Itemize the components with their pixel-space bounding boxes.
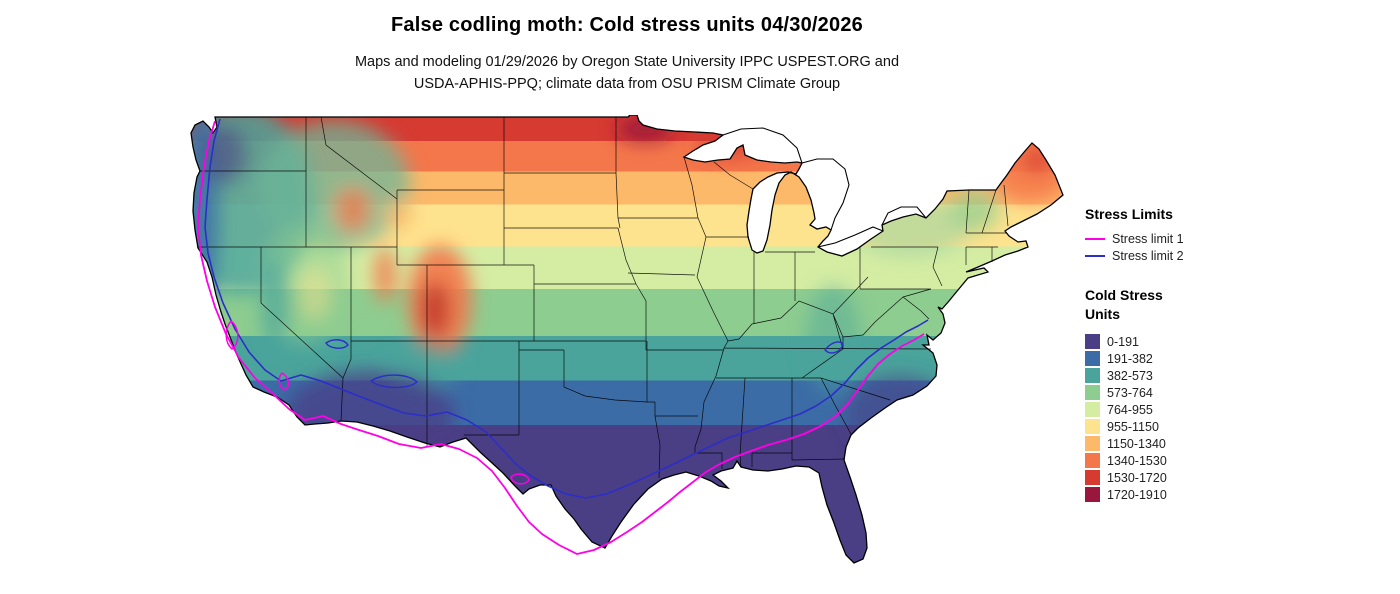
bin-swatch-2 [1085, 368, 1100, 383]
state-borders [197, 116, 1009, 479]
figure-header: False codling moth: Cold stress units 04… [0, 14, 1254, 95]
legend-bin-row: 191-382 [1085, 350, 1255, 367]
cold-stress-raster [191, 115, 1063, 563]
legend-bin-row: 382-573 [1085, 367, 1255, 384]
legend-bin-row: 1720-1910 [1085, 486, 1255, 503]
legend-bin-row: 573-764 [1085, 384, 1255, 401]
bin-label-9: 1720-1910 [1107, 487, 1167, 502]
bin-swatch-8 [1085, 470, 1100, 485]
figure-title: False codling moth: Cold stress units 04… [391, 14, 863, 36]
bin-swatch-7 [1085, 453, 1100, 468]
bin-label-0: 0-191 [1107, 334, 1139, 349]
figure-subtitle-line1: Maps and modeling 01/29/2026 by Oregon S… [354, 54, 900, 70]
bin-label-4: 764-955 [1107, 402, 1153, 417]
bin-label-8: 1530-1720 [1107, 470, 1167, 485]
bin-swatch-3 [1085, 385, 1100, 400]
bin-label-1: 191-382 [1107, 351, 1153, 366]
stress-limit-1-contour [197, 120, 925, 555]
stress-limits-title: Stress Limits [1085, 206, 1173, 222]
legend-entry-stress-limit-2: Stress limit 2 [1085, 247, 1255, 264]
legend-bin-row: 1340-1530 [1085, 452, 1255, 469]
cold-stress-units-title: Cold Stress Units [1085, 286, 1255, 324]
bin-label-2: 382-573 [1107, 368, 1153, 383]
great-lakes-far-shores [722, 127, 927, 248]
bin-swatch-4 [1085, 402, 1100, 417]
bin-swatch-0 [1085, 334, 1100, 349]
legend-bin-row: 1150-1340 [1085, 435, 1255, 452]
legend-entry-stress-limit-1: Stress limit 1 [1085, 230, 1255, 247]
bin-swatch-1 [1085, 351, 1100, 366]
stress-limit-1-line-swatch [1085, 237, 1105, 240]
legend: Stress Limits Stress limit 1 Stress limi… [1085, 206, 1255, 503]
legend-bin-row: 955-1150 [1085, 418, 1255, 435]
legend-bin-row: 1530-1720 [1085, 469, 1255, 486]
stress-limit-1-label: Stress limit 1 [1112, 231, 1184, 246]
cold-stress-title-line1: Cold Stress [1085, 287, 1163, 303]
us-cold-stress-map [185, 115, 1065, 585]
bin-label-5: 955-1150 [1107, 419, 1159, 434]
bin-label-3: 573-764 [1107, 385, 1153, 400]
stress-limit-2-label: Stress limit 2 [1112, 248, 1184, 263]
map-svg [190, 115, 1064, 564]
cold-stress-title-line2: Units [1085, 306, 1120, 322]
bin-label-7: 1340-1530 [1107, 453, 1167, 468]
legend-bin-row: 764-955 [1085, 401, 1255, 418]
stress-limit-2-line-swatch [1085, 254, 1105, 257]
legend-bin-row: 0-191 [1085, 333, 1255, 350]
bin-label-6: 1150-1340 [1107, 436, 1166, 451]
bin-swatch-9 [1085, 487, 1100, 502]
bin-swatch-5 [1085, 419, 1100, 434]
bin-swatch-6 [1085, 436, 1100, 451]
figure-subtitle-line2: USDA-APHIS-PPQ; climate data from OSU PR… [413, 76, 841, 92]
